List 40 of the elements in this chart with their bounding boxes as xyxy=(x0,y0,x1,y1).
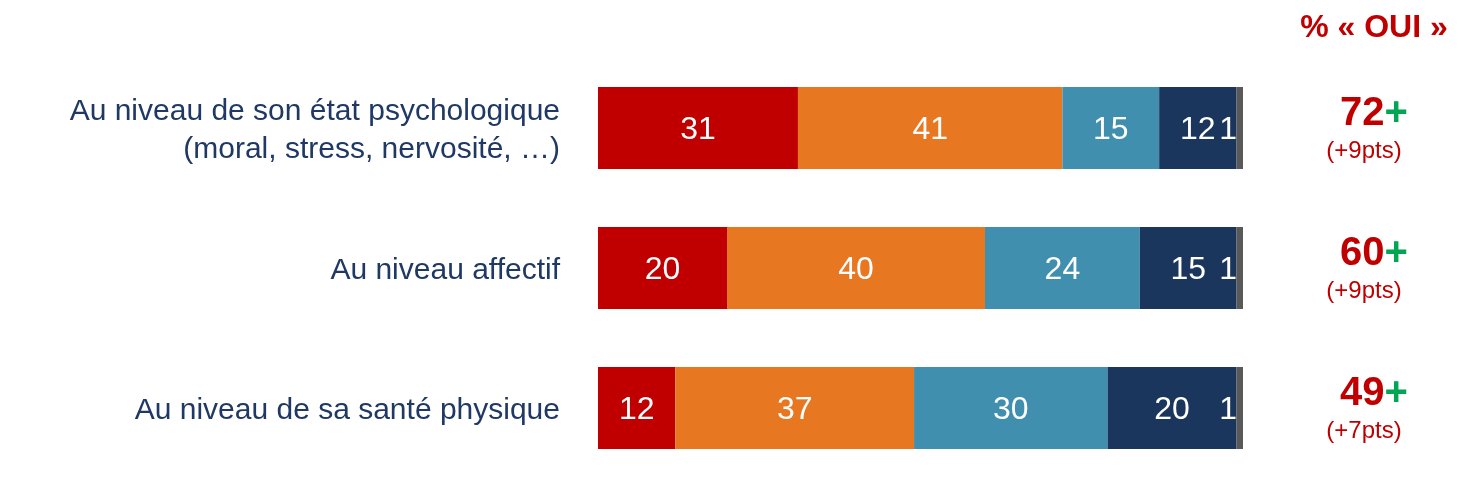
bar xyxy=(598,227,727,309)
bar xyxy=(797,87,1063,169)
bar xyxy=(1236,367,1243,449)
bar xyxy=(914,367,1108,449)
data-label: 12 xyxy=(618,390,655,426)
bar xyxy=(1159,87,1237,169)
text: 72+ xyxy=(1340,89,1408,133)
bar xyxy=(1236,87,1243,169)
bar xyxy=(985,227,1140,309)
y-tick-label: Au niveau de sa santé physique xyxy=(134,391,560,425)
data-label: 1 xyxy=(1219,390,1237,426)
text: 60+ xyxy=(1340,229,1408,273)
text: (+9pts) xyxy=(1325,276,1403,304)
bar xyxy=(598,367,676,449)
bar xyxy=(675,367,915,449)
data-label: 37 xyxy=(776,390,813,426)
y-tick-label: Au niveau de son état psychologique (moral, stress, nervosité, …) xyxy=(69,92,560,164)
bar xyxy=(598,87,798,169)
data-label: 41 xyxy=(912,110,948,146)
data-label: 30 xyxy=(993,390,1029,426)
data-label: 15 xyxy=(1092,110,1129,146)
data-label: 24 xyxy=(1044,250,1081,286)
data-label: 20 xyxy=(1154,390,1190,426)
y-tick-label: Au niveau affectif xyxy=(330,251,561,285)
data-label: 12 xyxy=(1180,110,1216,146)
bar xyxy=(1062,87,1160,169)
text: % « OUI » xyxy=(1299,8,1449,45)
data-label: 31 xyxy=(680,110,716,146)
data-label: 20 xyxy=(644,250,681,286)
data-label: 1 xyxy=(1219,250,1237,286)
bar xyxy=(1236,227,1243,309)
data-label: 40 xyxy=(838,250,874,286)
data-label: 15 xyxy=(1170,250,1206,286)
data-label: 1 xyxy=(1219,110,1237,146)
text: (+9pts) xyxy=(1325,136,1403,164)
bar xyxy=(727,227,985,309)
bar xyxy=(1107,367,1237,449)
text: (+7pts) xyxy=(1325,416,1403,444)
bar xyxy=(1139,227,1237,309)
text: 49+ xyxy=(1340,369,1408,413)
